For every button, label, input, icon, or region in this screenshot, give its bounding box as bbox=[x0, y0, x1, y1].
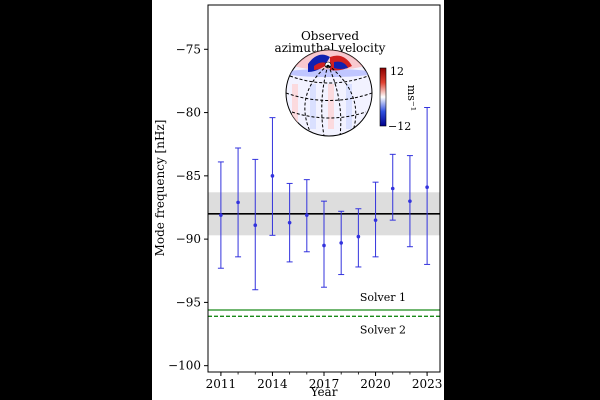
data-point-2013 bbox=[253, 223, 258, 227]
y-tick-label: −90 bbox=[176, 232, 201, 246]
inset-title-line1: Observed bbox=[301, 29, 359, 43]
solver-label-2: Solver 2 bbox=[360, 323, 406, 336]
data-point-2017 bbox=[322, 243, 326, 248]
inset-title-line2: azimuthal velocity bbox=[275, 41, 386, 55]
y-tick-label: −85 bbox=[176, 169, 201, 183]
data-point-2019 bbox=[356, 234, 361, 239]
data-point-2022 bbox=[408, 199, 412, 203]
y-tick-label: −75 bbox=[176, 42, 201, 56]
x-tick-label: 2020 bbox=[360, 377, 391, 391]
frequency-chart: −75 −80 −85 −90 −95 −100 2011 2014 2017 2020 2023… bbox=[153, 4, 443, 399]
colorbar-unit-label: ms⁻¹ bbox=[405, 85, 418, 111]
data-point-2018 bbox=[339, 241, 343, 245]
x-tick-label: 2023 bbox=[412, 377, 443, 391]
figure: −75 −80 −85 −90 −95 −100 2011 2014 2017 2020 2023… bbox=[152, 0, 444, 400]
x-axis-label: Year bbox=[310, 385, 338, 399]
y-tick-label: −95 bbox=[176, 295, 201, 309]
y-tick-label: −100 bbox=[168, 359, 201, 373]
data-point-2021 bbox=[390, 186, 395, 191]
y-tick-label: −80 bbox=[176, 106, 201, 120]
data-point-2020 bbox=[373, 218, 378, 222]
x-tick-label: 2017 bbox=[309, 377, 340, 391]
colorbar bbox=[379, 67, 387, 127]
data-point-2023 bbox=[425, 185, 429, 190]
colorbar-min-label: −12 bbox=[388, 120, 411, 133]
data-point-2012 bbox=[236, 200, 240, 205]
data-point-2011 bbox=[219, 213, 223, 217]
inset-globe: Observed azimuthal velocity 12 −12 ms⁻ bbox=[275, 29, 418, 137]
data-point-2014 bbox=[270, 174, 275, 178]
x-tick-label: 2011 bbox=[206, 377, 237, 391]
data-point-2016 bbox=[305, 213, 309, 217]
data-point-2015 bbox=[287, 220, 292, 225]
x-tick-label: 2014 bbox=[257, 377, 288, 391]
colorbar-max-label: 12 bbox=[390, 65, 404, 78]
y-axis-label: Mode frequency [nHz] bbox=[153, 120, 167, 257]
solver-label-1: Solver 1 bbox=[360, 291, 406, 304]
